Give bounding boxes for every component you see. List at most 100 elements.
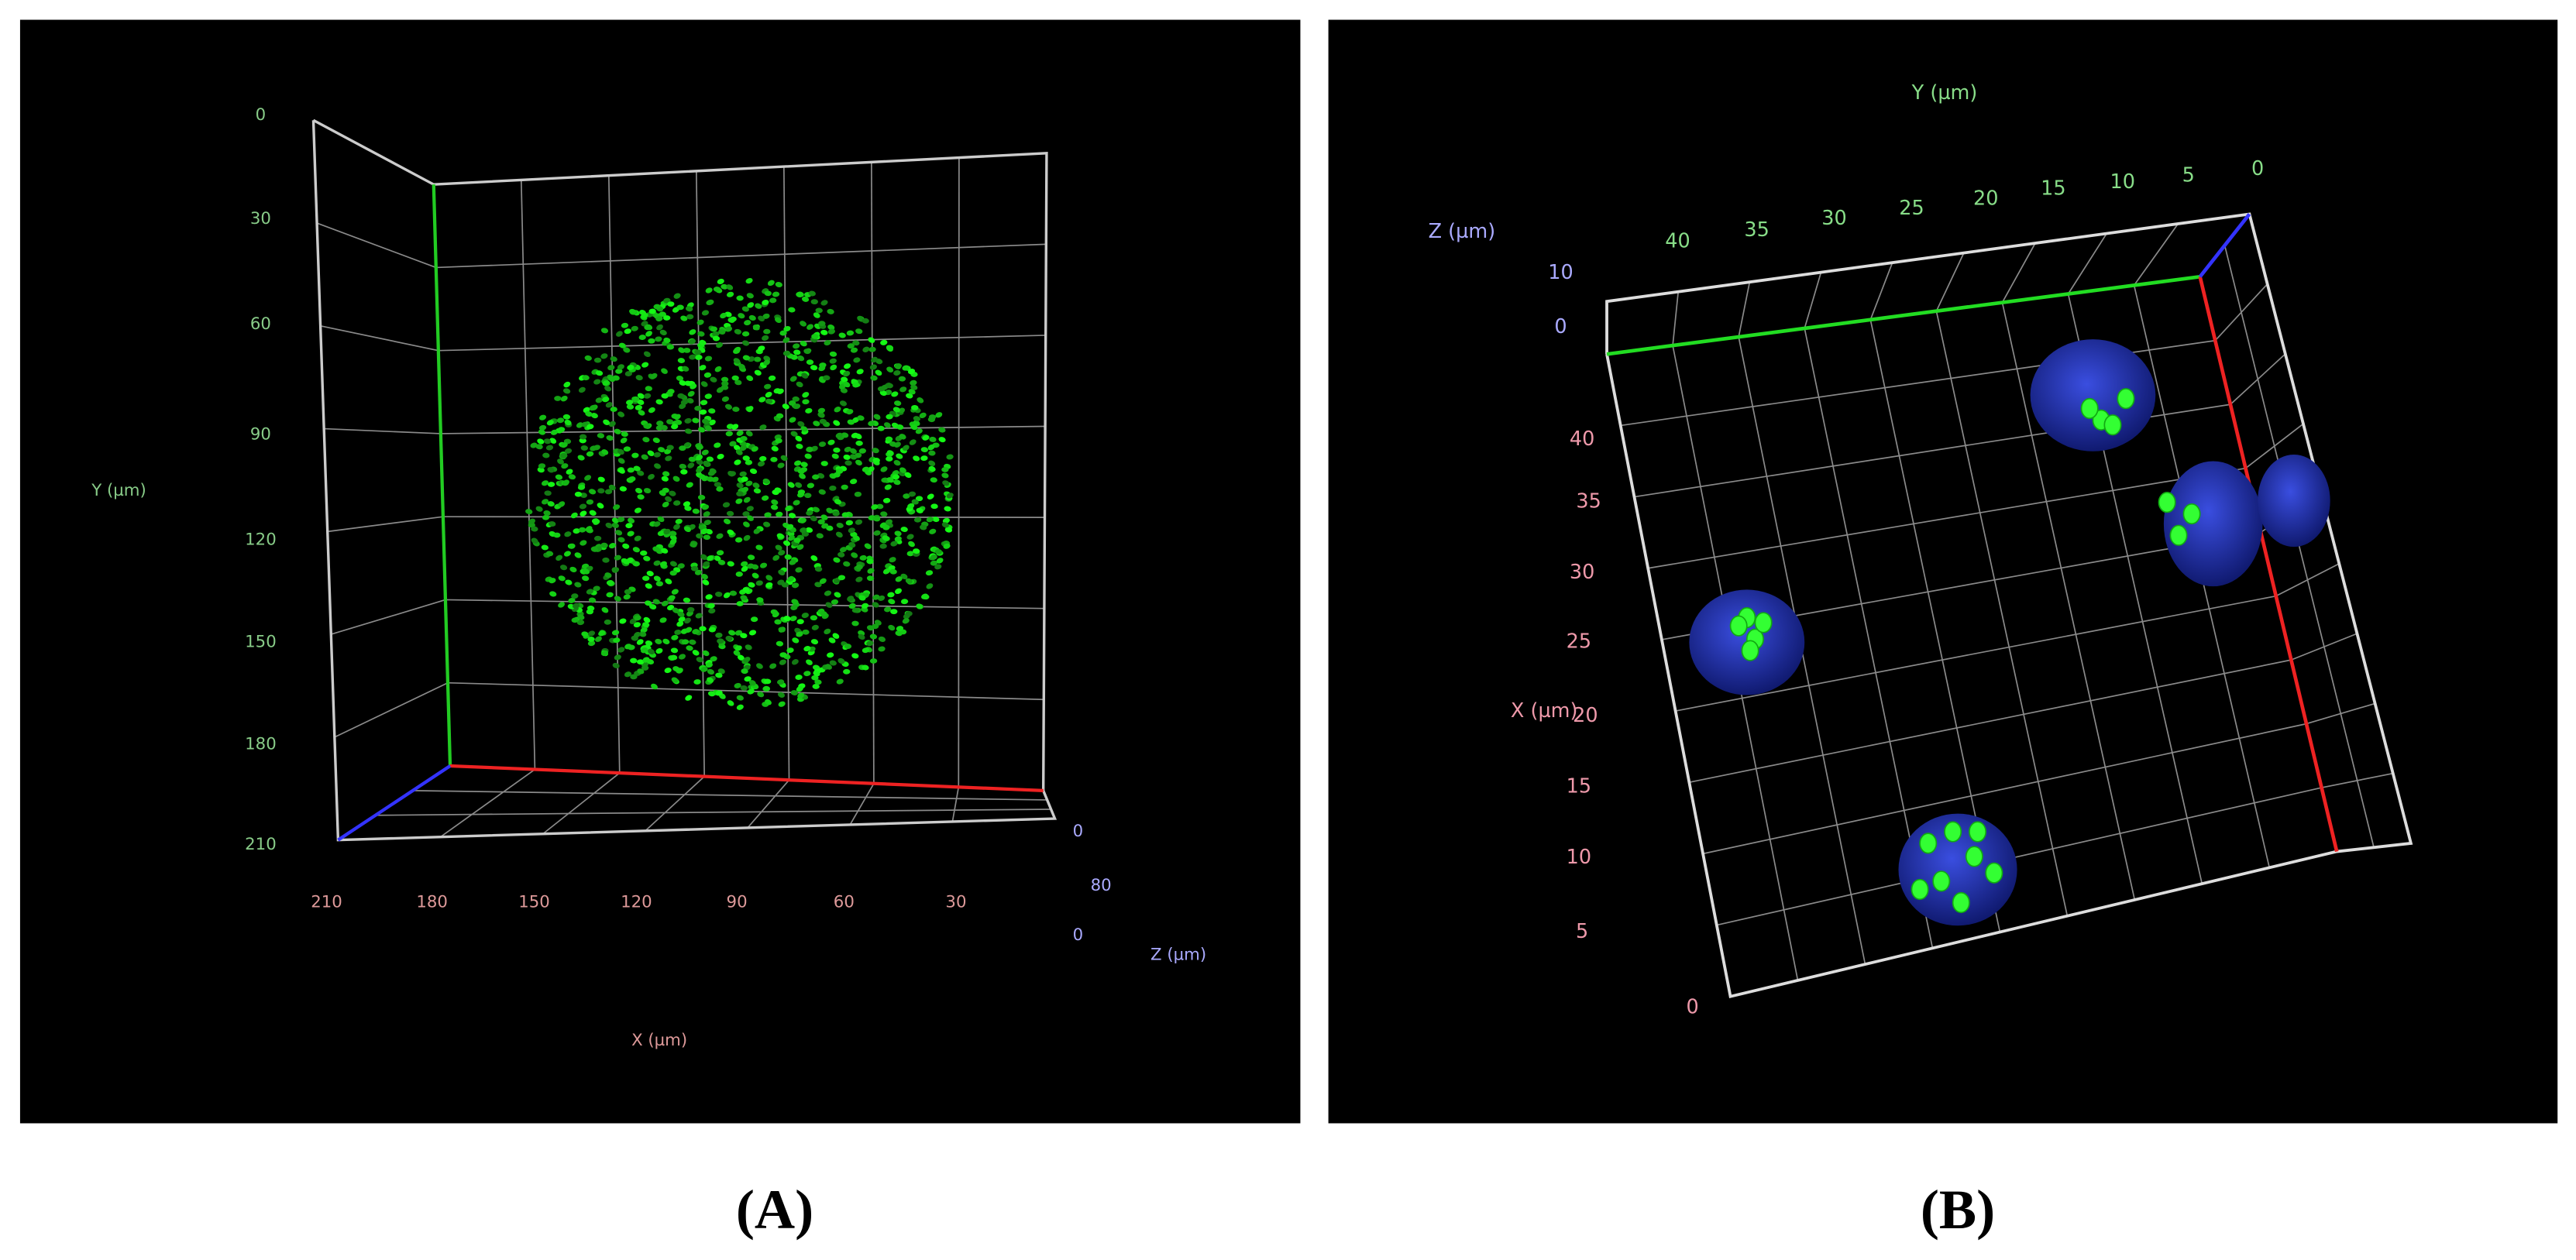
spot: [2103, 414, 2122, 436]
cell: [619, 618, 627, 624]
cell: [624, 589, 632, 595]
cell: [679, 379, 686, 386]
cell: [748, 680, 756, 686]
y-tick-label: 60: [250, 314, 271, 334]
cell: [777, 679, 785, 685]
cell: [721, 384, 729, 390]
cell: [754, 369, 762, 376]
cell: [531, 537, 538, 544]
cell: [560, 395, 568, 402]
cell: [697, 331, 705, 337]
cell: [825, 664, 832, 670]
cell: [683, 501, 691, 507]
cell: [666, 344, 675, 350]
x-tick-label: 90: [727, 892, 748, 912]
cell: [934, 549, 943, 554]
cell: [683, 441, 691, 448]
cell: [738, 363, 745, 370]
cell: [847, 343, 855, 349]
cell: [590, 413, 598, 419]
cell: [537, 467, 545, 473]
cell: [833, 447, 841, 453]
cell: [667, 605, 675, 611]
cell: [858, 633, 865, 640]
cell: [715, 690, 723, 696]
cell: [723, 592, 731, 599]
cell: [841, 432, 849, 438]
cell: [824, 628, 831, 635]
cell: [651, 683, 658, 690]
cell: [614, 596, 621, 602]
cell: [753, 488, 762, 494]
cell: [886, 383, 893, 389]
cell: [735, 498, 743, 504]
cell: [727, 529, 734, 535]
grid-line: [1672, 291, 1680, 346]
grid-line: [445, 599, 1044, 609]
cell: [547, 467, 555, 473]
spot: [2169, 524, 2188, 546]
cell: [911, 499, 919, 505]
cell: [788, 400, 796, 406]
cell: [703, 511, 710, 517]
cell: [615, 530, 623, 536]
cell: [631, 452, 639, 458]
cell: [715, 591, 723, 597]
cell: [791, 599, 799, 605]
cell: [600, 328, 609, 334]
cell: [614, 554, 621, 561]
cell: [894, 400, 902, 407]
cell: [790, 690, 798, 695]
cell: [637, 494, 645, 500]
cell: [578, 527, 586, 533]
cell: [758, 315, 765, 322]
cell: [906, 551, 914, 557]
cell: [744, 676, 751, 682]
cell: [672, 476, 680, 482]
cell: [624, 671, 632, 678]
cell: [848, 603, 856, 609]
cell: [758, 345, 765, 352]
grid-line: [1804, 272, 1822, 329]
cell: [805, 407, 813, 414]
cell: [696, 319, 704, 325]
cell: [593, 535, 602, 541]
cell: [910, 379, 917, 386]
cell: [677, 611, 685, 617]
cell: [796, 686, 803, 692]
cell: [634, 615, 641, 621]
cell: [707, 476, 714, 482]
cell: [827, 324, 835, 331]
grid-line: [2230, 353, 2286, 405]
cell: [617, 411, 625, 417]
cell: [622, 558, 630, 565]
cell: [843, 668, 851, 675]
cell: [563, 388, 571, 394]
cell: [930, 503, 938, 510]
cell: [769, 297, 777, 304]
cell: [699, 365, 707, 371]
cell: [555, 554, 563, 561]
cell: [900, 527, 908, 532]
cell: [935, 412, 943, 418]
cell: [783, 540, 791, 547]
spot: [1919, 833, 1938, 854]
cell: [588, 489, 597, 495]
cell: [685, 627, 693, 633]
cell: [847, 419, 855, 425]
cell: [770, 504, 779, 510]
cell: [801, 296, 810, 302]
cell: [946, 454, 954, 460]
y-tick-label: 150: [245, 632, 277, 651]
cell: [702, 579, 710, 585]
cell: [908, 541, 915, 548]
cell: [833, 557, 841, 563]
cell: [844, 460, 852, 466]
cell: [832, 633, 840, 639]
cell: [568, 597, 576, 603]
cell: [814, 582, 822, 588]
cell: [700, 381, 708, 387]
cell: [796, 544, 804, 551]
cell: [581, 631, 589, 637]
cell: [811, 675, 819, 681]
